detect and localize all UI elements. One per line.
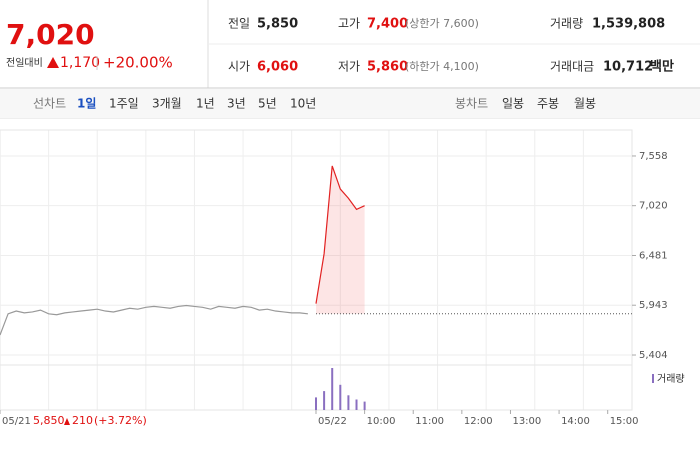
volume-bar — [339, 384, 342, 410]
price: 7,020 — [6, 18, 95, 51]
tab[interactable]: 5년 — [258, 97, 277, 111]
info-price: 5,850 — [33, 414, 65, 427]
tab[interactable]: 10년 — [290, 97, 316, 111]
y-tick-label: 5,404 — [639, 350, 668, 361]
field-value: 5,860 — [367, 60, 408, 75]
up-arrow — [47, 57, 59, 68]
field-value: 7,400 — [367, 17, 408, 32]
y-tick-label: 5,943 — [639, 300, 668, 311]
x-tick-label: 10:00 — [367, 416, 396, 427]
tab[interactable]: 3개월 — [152, 97, 182, 111]
x-tick-label: 05/21 — [2, 416, 31, 427]
tab[interactable]: 1년 — [196, 97, 215, 111]
info-change: 210 — [72, 414, 93, 427]
legend-swatch — [652, 374, 654, 383]
tab[interactable]: 일봉 — [502, 97, 524, 111]
change: 1,170 — [60, 55, 100, 71]
x-tick-label: 11:00 — [415, 416, 444, 427]
volume-bar — [363, 401, 366, 410]
field-unit: 백만 — [650, 59, 674, 75]
field-label: 거래대금 — [550, 60, 594, 74]
field-label: 시가 — [228, 60, 250, 74]
field-note: (상한가 7,600) — [405, 17, 479, 30]
tab[interactable]: 월봉 — [574, 97, 596, 111]
field-value: 10,712 — [603, 60, 653, 75]
x-tick-label: 13:00 — [512, 416, 541, 427]
x-tick-label: 14:00 — [561, 416, 590, 427]
volume-bar — [315, 397, 317, 410]
field-value: 6,060 — [257, 60, 298, 75]
tab[interactable]: 주봉 — [537, 97, 559, 111]
tab[interactable]: 1일 — [77, 97, 96, 111]
field-note: (하한가 4,100) — [405, 59, 479, 73]
area — [316, 165, 365, 314]
x-tick-label: 12:00 — [464, 416, 493, 427]
legend-label: 거래량 — [657, 373, 685, 385]
info-change-pct: (+3.72%) — [94, 414, 147, 427]
field-label: 전일 — [228, 17, 250, 31]
tab[interactable]: 1주일 — [109, 97, 139, 111]
field-label: 거래량 — [550, 17, 583, 31]
field-value: 5,850 — [257, 17, 298, 32]
y-tick-label: 7,558 — [639, 151, 668, 162]
volume-bar — [355, 399, 358, 410]
field-label: 고가 — [338, 17, 360, 31]
price-line — [0, 304, 308, 336]
up-arrow — [64, 418, 70, 425]
y-tick-label: 7,020 — [639, 201, 668, 212]
tab-label: 봉차트 — [455, 97, 488, 111]
y-tick-label: 6,481 — [639, 250, 668, 261]
volume-bar — [347, 395, 350, 410]
x-tick-label: 05/22 — [318, 416, 347, 427]
field-value: 1,539,808 — [592, 17, 665, 32]
volume-bar — [323, 391, 326, 410]
tab-label: 선차트 — [33, 97, 66, 111]
volume-bar — [331, 368, 334, 410]
x-tick-label: 15:00 — [610, 416, 639, 427]
field-label: 저가 — [338, 60, 360, 74]
tab-bar — [0, 89, 700, 118]
change-label: 전일대비 — [6, 57, 43, 69]
price-line — [315, 165, 365, 304]
tab[interactable]: 3년 — [227, 97, 246, 111]
change-pct: +20.00% — [103, 54, 173, 72]
